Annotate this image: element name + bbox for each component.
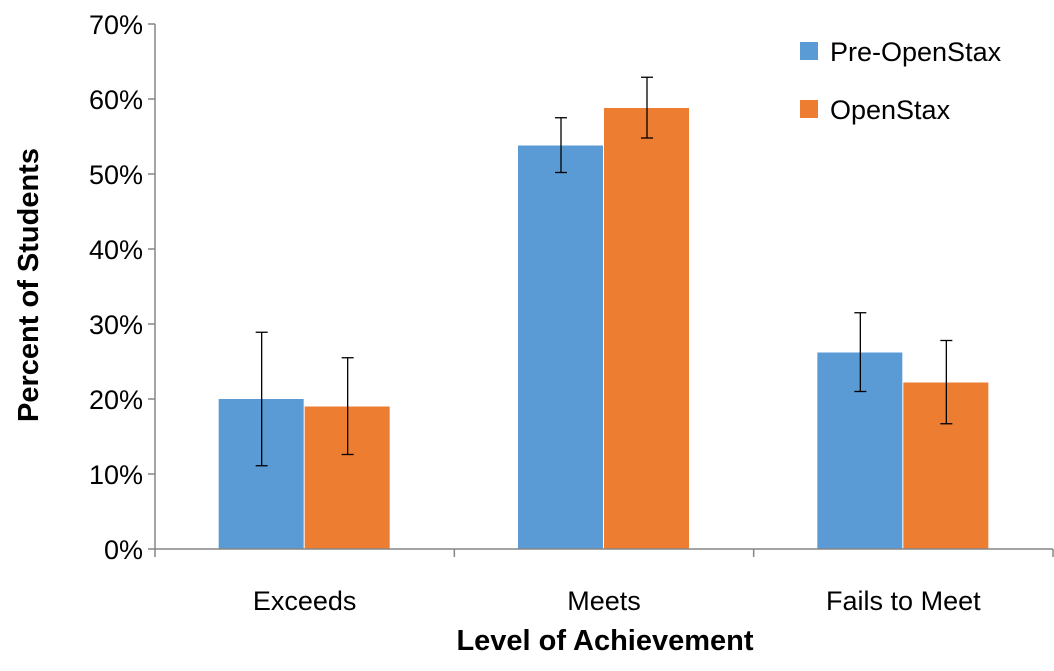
axes-layer [154,24,1053,550]
bar-pre-openstax [518,145,603,549]
y-tick-label: 40% [89,235,143,265]
x-axis-title: Level of Achievement [456,625,753,657]
legend-label: OpenStax [830,95,951,125]
legend-swatch [800,42,818,60]
bars-layer [218,108,989,549]
y-axis-title: Percent of Students [13,148,45,422]
legend-swatch [800,100,818,118]
x-tick-label: Meets [567,586,641,616]
y-tick-label: 30% [89,310,143,340]
y-tick-label: 10% [89,460,143,490]
y-tick-label: 20% [89,385,143,415]
x-tick-label: Fails to Meet [826,586,981,616]
y-tick-label: 60% [89,85,143,115]
error-bars-layer [255,76,953,467]
ticks-layer: 0% 10% 20% 30% 40% 50% 60% 70% Exceeds Meets Fails… [89,10,1054,616]
legend-label: Pre-OpenStax [830,37,1002,67]
legend: Pre-OpenStax OpenStax [800,37,1002,125]
y-tick-label: 0% [104,535,143,565]
bar-openstax [604,108,689,549]
x-tick-label: Exceeds [253,586,357,616]
y-tick-label: 70% [89,10,143,40]
y-tick-label: 50% [89,160,143,190]
